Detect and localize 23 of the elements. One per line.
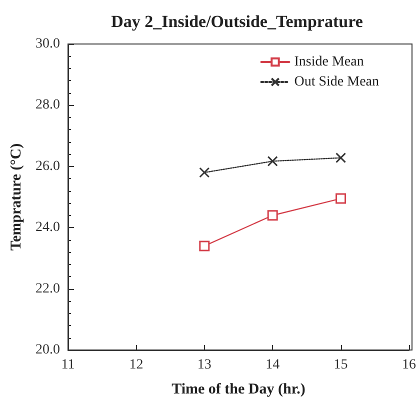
y-tick-label: 26.0 [36,158,60,174]
point [336,193,346,204]
x-tick-label: 11 [61,358,75,372]
x-tick-label: 15 [334,358,348,372]
point [267,156,278,166]
legend-label: Inside Mean [294,54,364,70]
x-tick-label: 16 [402,358,416,372]
chart-title: Day 2_Inside/Outside_Temprature [111,12,364,31]
y-tick-label: 28.0 [36,98,60,113]
point [336,152,346,164]
point [199,167,210,178]
y-tick-label: 30.0 [36,36,60,52]
x-tick-label: 14 [266,358,280,372]
y-tick-label: 24.0 [36,220,60,236]
legend-label: Out Side Mean [294,74,379,90]
y-tick-label: 20.0 [36,342,60,358]
y-tick-label: 22.0 [36,281,60,296]
point [199,240,210,252]
x-axis-title: Time of the Day (hr.) [172,382,306,398]
x-tick-label: 12 [129,358,144,372]
y-axis-title: Temprature (°C) [8,143,24,251]
point [267,210,278,221]
x-tick-label: 13 [197,358,212,372]
